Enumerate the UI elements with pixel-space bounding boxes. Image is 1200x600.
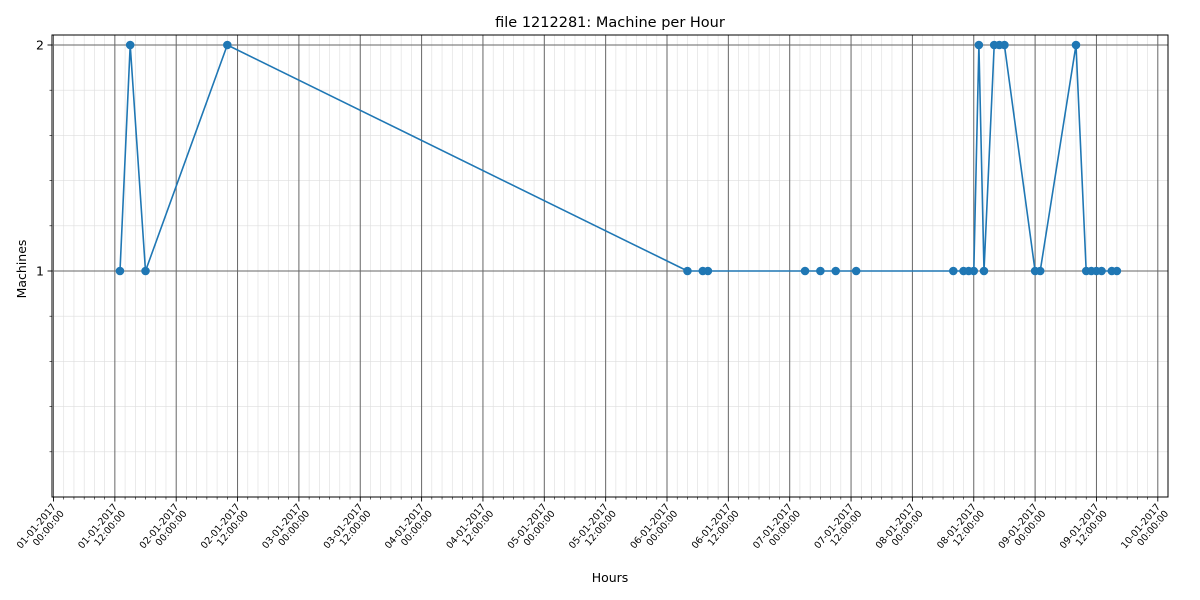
- data-point: [223, 40, 232, 50]
- x-tick-label: 03-01-201700:00:00: [260, 502, 312, 558]
- x-tick-label: 02-01-201700:00:00: [138, 502, 190, 558]
- series: [115, 40, 1122, 276]
- x-tick-label: 07-01-201700:00:00: [751, 502, 803, 558]
- x-axis-label: Hours: [592, 570, 629, 585]
- x-tick-label: 07-01-201712:00:00: [812, 502, 864, 558]
- x-tick-label: 05-01-201712:00:00: [567, 502, 619, 558]
- x-tick-label: 04-01-201700:00:00: [383, 502, 435, 558]
- data-point: [125, 40, 135, 50]
- data-point: [969, 266, 979, 276]
- plot-area-frame: [51, 34, 1169, 498]
- data-point: [816, 266, 825, 276]
- x-tick-label: 10-01-201700:00:00: [1119, 502, 1171, 558]
- data-point: [1035, 266, 1045, 276]
- x-tick-label: 04-01-201712:00:00: [444, 502, 496, 558]
- x-tick-label: 06-01-201712:00:00: [690, 502, 742, 558]
- x-tick-label: 01-01-201700:00:00: [15, 502, 67, 558]
- data-point: [703, 266, 713, 276]
- x-tick-label: 09-01-201712:00:00: [1058, 502, 1110, 558]
- y-tick-label: 1: [36, 264, 44, 279]
- data-point: [1097, 266, 1106, 276]
- data-point: [800, 266, 810, 276]
- data-point: [979, 266, 989, 276]
- data-point: [974, 40, 984, 50]
- x-tick-label: 02-01-201712:00:00: [199, 502, 251, 558]
- y-tick-label: 2: [36, 38, 44, 53]
- data-point: [851, 266, 861, 276]
- x-tick-label: 08-01-201712:00:00: [935, 502, 987, 558]
- series-line: [119, 44, 1117, 272]
- x-tick-label: 08-01-201700:00:00: [874, 502, 926, 558]
- data-point: [1071, 40, 1081, 50]
- data-point: [141, 266, 150, 276]
- data-point: [683, 266, 692, 276]
- x-tick-label: 03-01-201712:00:00: [322, 502, 374, 558]
- axis-ticks: 01-01-201700:00:00 01-01-201712:00:00 02-0…: [15, 38, 1171, 558]
- data-point: [1000, 40, 1009, 50]
- x-tick-label: 06-01-201700:00:00: [628, 502, 680, 558]
- x-tick-label: 05-01-201700:00:00: [506, 502, 558, 558]
- grid: [52, 35, 1168, 497]
- y-axis-label: Machines: [14, 240, 29, 299]
- data-point: [1112, 266, 1122, 276]
- x-tick-label: 09-01-201700:00:00: [996, 502, 1048, 558]
- data-point: [115, 266, 125, 276]
- chart-title: file 1212281: Machine per Hour: [495, 15, 725, 31]
- data-point: [831, 266, 841, 276]
- x-tick-label: 01-01-201712:00:00: [76, 502, 128, 558]
- data-point: [949, 266, 958, 276]
